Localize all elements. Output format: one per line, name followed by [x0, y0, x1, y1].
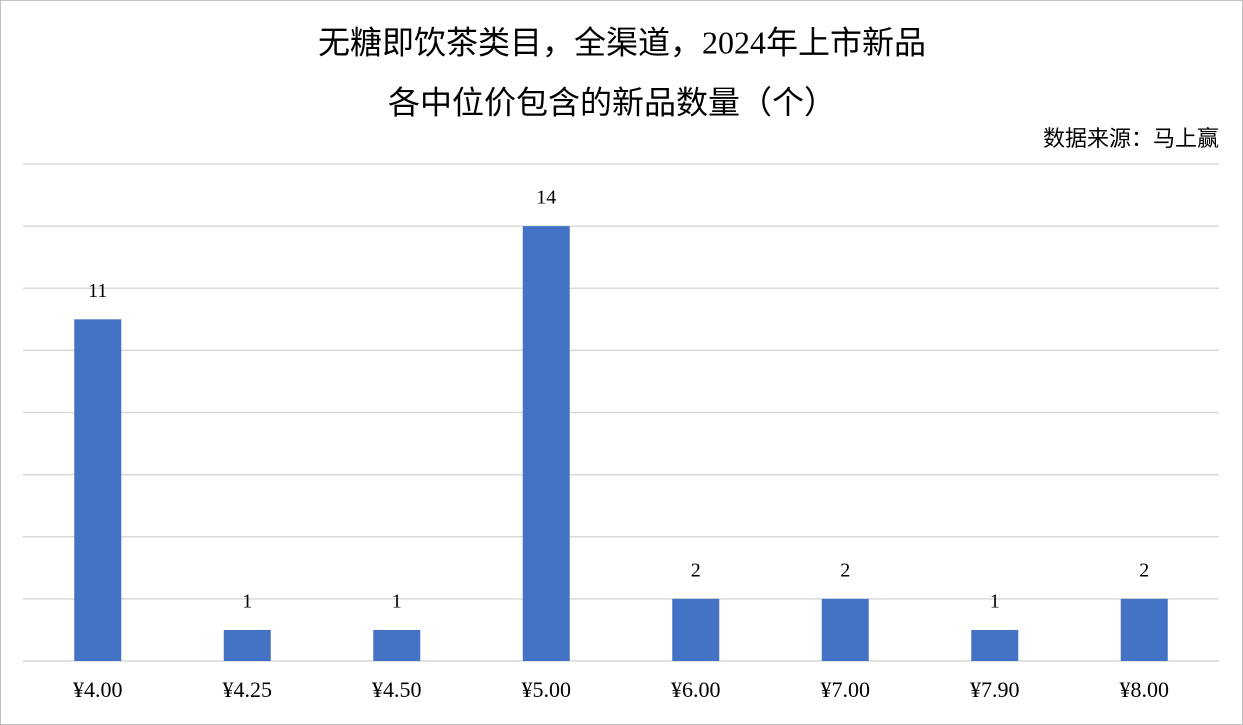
data-label: 14 — [536, 187, 556, 209]
bar — [1120, 598, 1168, 661]
bar — [373, 629, 421, 661]
x-tick-label: ¥7.00 — [821, 677, 871, 702]
x-tick-label: ¥6.00 — [671, 677, 721, 702]
x-tick-label: ¥8.00 — [1120, 677, 1170, 702]
x-tick-label: ¥4.50 — [372, 677, 422, 702]
bar — [74, 319, 122, 661]
data-label: 2 — [691, 559, 701, 581]
x-tick-label: ¥7.90 — [970, 677, 1020, 702]
data-label: 2 — [1139, 559, 1149, 581]
x-tick-label: ¥5.00 — [522, 677, 572, 702]
data-label: 1 — [242, 591, 252, 613]
x-tick-label: ¥4.00 — [73, 677, 123, 702]
bar — [821, 598, 869, 661]
bar — [971, 629, 1019, 661]
data-label: 1 — [392, 591, 402, 613]
chart-title: 无糖即饮茶类目，全渠道，2024年上市新品 — [318, 24, 926, 60]
x-tick-label: ¥4.25 — [223, 677, 273, 702]
bar — [223, 629, 271, 661]
data-label: 2 — [840, 559, 850, 581]
bar — [522, 226, 570, 661]
source-note: 数据来源：马上赢 — [1043, 126, 1219, 151]
data-label: 1 — [990, 591, 1000, 613]
bar — [672, 598, 720, 661]
data-label: 11 — [88, 280, 107, 302]
chart-title: 各中位价包含的新品数量（个） — [388, 84, 836, 120]
